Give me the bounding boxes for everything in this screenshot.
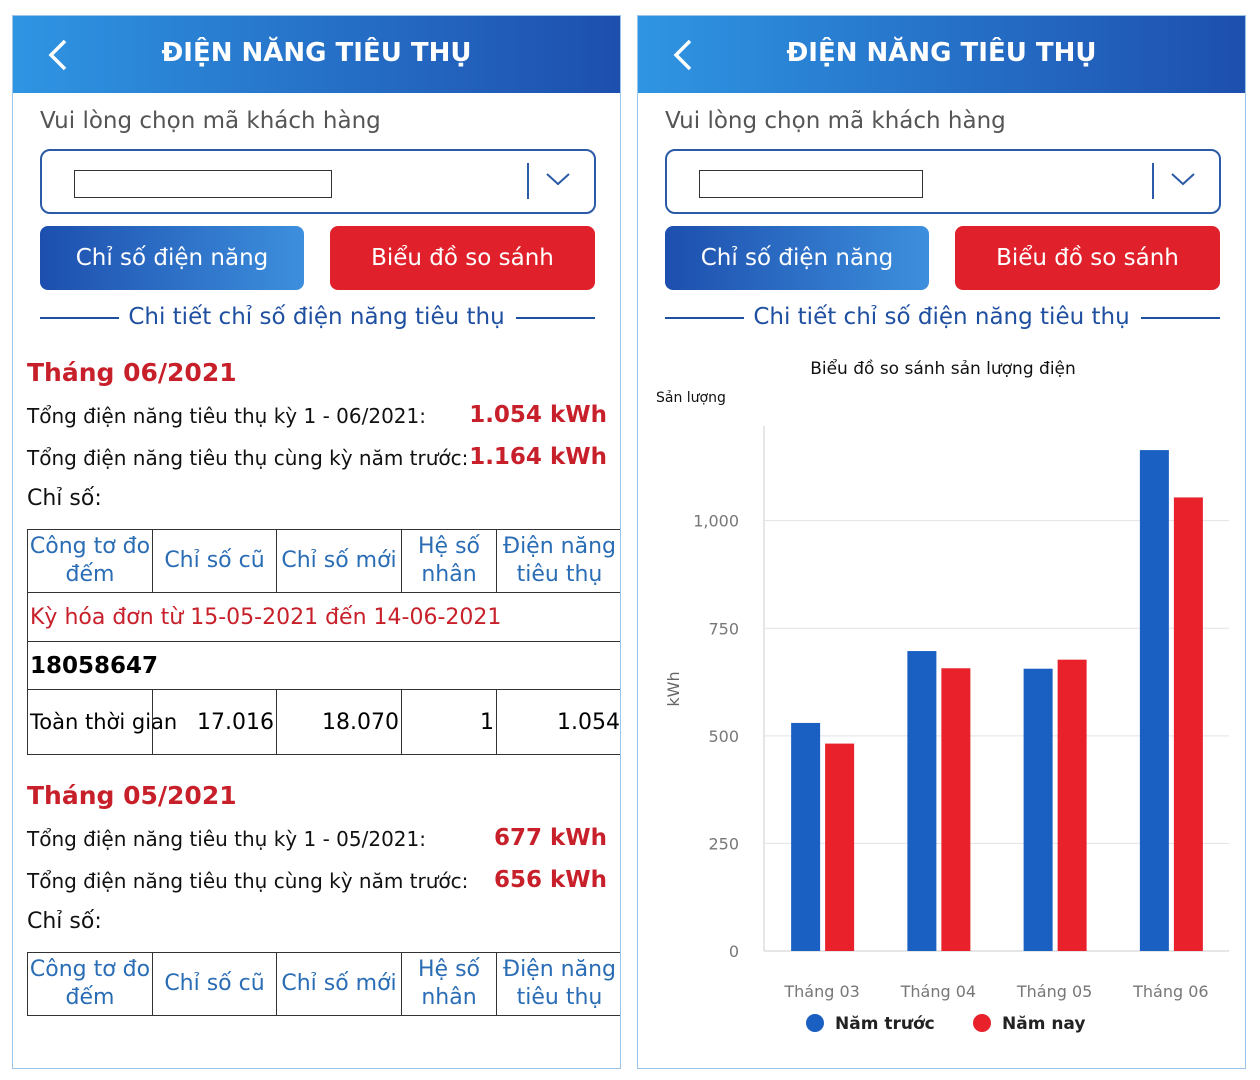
table-header-row: Công tơ đo đếm Chỉ số cũ Chỉ số mới Hệ số n… <box>27 952 620 1016</box>
back-button[interactable] <box>43 38 73 72</box>
meter-cell: 18058647 <box>27 641 620 690</box>
table-cell: 18.070 <box>276 689 402 755</box>
back-icon <box>48 39 67 71</box>
y-tick-label: 1,000 <box>693 512 739 531</box>
customer-select[interactable] <box>665 149 1221 214</box>
summary-label: Tổng điện năng tiêu thụ cùng kỳ năm trướ… <box>27 869 469 893</box>
y-tick-label: 750 <box>708 619 739 638</box>
summary-value: 677 kWh <box>493 825 607 851</box>
index-label: Chỉ số: <box>27 486 102 511</box>
table-header-cell: Công tơ đo đếm <box>27 529 153 593</box>
table-header-cell: Công tơ đo đếm <box>27 952 153 1016</box>
summary-label: Tổng điện năng tiêu thụ kỳ 1 - 06/2021: <box>27 404 426 428</box>
select-chevron <box>545 171 571 191</box>
table-header-cell: Điện năng tiêu thụ <box>496 529 620 593</box>
chart: Biểu đồ so sánh sản lượng điện Sản lượng k… <box>656 358 1229 1034</box>
index-label: Chỉ số: <box>27 909 102 934</box>
left-screen: ĐIỆN NĂNG TIÊU THỤ Vui lòng chọn mã khách… <box>12 15 621 1069</box>
legend-marker <box>806 1014 824 1032</box>
month-title: Tháng 06/2021 <box>27 358 237 387</box>
legend-marker <box>973 1014 991 1032</box>
x-tick-label: Tháng 05 <box>1016 982 1092 1001</box>
meter-table: Công tơ đo đếm Chỉ số cũ Chỉ số mới Hệ số n… <box>27 529 620 755</box>
button[interactable]: Biểu đồ so sánh <box>330 226 595 290</box>
x-tick-label: Tháng 06 <box>1132 982 1208 1001</box>
divider-line <box>40 317 119 319</box>
table-header-cell: Chỉ số cũ <box>152 529 277 593</box>
bar <box>941 668 971 951</box>
summary-label: Tổng điện năng tiêu thụ cùng kỳ năm trướ… <box>27 446 469 470</box>
legend-label: Năm nay <box>1002 1014 1085 1034</box>
month-title: Tháng 05/2021 <box>27 781 237 810</box>
customer-select[interactable] <box>40 149 596 214</box>
button[interactable]: Chỉ số điện năng <box>665 226 929 290</box>
summary-value: 1.054 kWh <box>469 402 607 428</box>
summary-value: 1.164 kWh <box>469 444 607 470</box>
back-icon <box>673 39 692 71</box>
chart-subtitle: Sản lượng <box>656 390 726 406</box>
bar <box>825 743 855 951</box>
select-input <box>699 170 923 198</box>
period-cell: Kỳ hóa đơn từ 15-05-2021 đến 14-06-2021 <box>27 592 620 642</box>
chart-title: Biểu đồ so sánh sản lượng điện <box>810 358 1076 379</box>
table-cell: 1.054 <box>496 689 620 755</box>
table-row: Kỳ hóa đơn từ 15-05-2021 đến 14-06-2021 <box>27 592 620 642</box>
prompt: Vui lòng chọn mã khách hàng <box>40 108 381 134</box>
table-header-cell: Hệ số nhân <box>401 529 497 593</box>
divider-line <box>1141 317 1220 319</box>
header-bar <box>13 16 620 93</box>
select-divider <box>527 163 529 199</box>
x-tick-label: Tháng 03 <box>783 982 859 1001</box>
right-screen: ĐIỆN NĂNG TIÊU THỤ Vui lòng chọn mã khách… <box>637 15 1246 1069</box>
y-tick-label: 250 <box>708 834 739 853</box>
button[interactable]: Chỉ số điện năng <box>40 226 304 290</box>
x-tick-label: Tháng 04 <box>900 982 976 1001</box>
table-header-row: Công tơ đo đếm Chỉ số cũ Chỉ số mới Hệ số n… <box>27 529 620 593</box>
y-axis-label: kWh <box>664 671 683 706</box>
select-divider <box>1152 163 1154 199</box>
table-header-cell: Chỉ số mới <box>276 952 402 1016</box>
table-row: 18058647 <box>27 641 620 690</box>
bar <box>1139 450 1169 951</box>
header-title: ĐIỆN NĂNG TIÊU THỤ <box>786 38 1097 68</box>
summary-value: 656 kWh <box>493 867 607 893</box>
table-row: Toàn thời gian 17.016 18.070 1 1.054 <box>27 689 620 755</box>
prompt: Vui lòng chọn mã khách hàng <box>665 108 1006 134</box>
select-chevron <box>1170 171 1196 191</box>
header-title: ĐIỆN NĂNG TIÊU THỤ <box>161 38 472 68</box>
chevron-icon <box>546 173 570 186</box>
table-cell: Toàn thời gian <box>27 689 177 755</box>
table-header-cell: Điện năng tiêu thụ <box>496 952 620 1016</box>
bar <box>1057 659 1087 951</box>
button[interactable]: Biểu đồ so sánh <box>955 226 1220 290</box>
section-title: Chi tiết chỉ số điện năng tiêu thụ <box>753 304 1130 330</box>
table-cell: 1 <box>401 689 497 755</box>
meter-table: Công tơ đo đếm Chỉ số cũ Chỉ số mới Hệ số n… <box>27 952 620 1016</box>
table-header-cell: Chỉ số cũ <box>152 952 277 1016</box>
table-header-cell: Hệ số nhân <box>401 952 497 1016</box>
y-tick-label: 500 <box>708 727 739 746</box>
divider-line <box>665 317 744 319</box>
table-header-cell: Chỉ số mới <box>276 529 402 593</box>
bar <box>1173 497 1203 951</box>
header-bar <box>638 16 1245 93</box>
back-button[interactable] <box>668 38 698 72</box>
y-tick-label: 0 <box>729 942 739 961</box>
bar <box>1023 668 1053 951</box>
legend-label: Năm trước <box>835 1014 935 1034</box>
select-input <box>74 170 332 198</box>
bar <box>791 722 821 951</box>
chevron-icon <box>1171 173 1195 186</box>
bar <box>907 651 937 951</box>
summary-label: Tổng điện năng tiêu thụ kỳ 1 - 05/2021: <box>27 827 426 851</box>
section-title: Chi tiết chỉ số điện năng tiêu thụ <box>128 304 505 330</box>
table-cell: 17.016 <box>152 689 277 755</box>
divider-line <box>516 317 595 319</box>
